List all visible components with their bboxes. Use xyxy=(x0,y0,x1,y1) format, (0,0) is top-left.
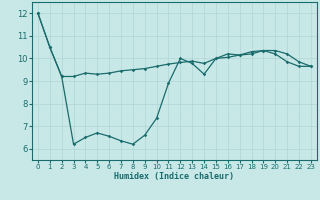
X-axis label: Humidex (Indice chaleur): Humidex (Indice chaleur) xyxy=(115,172,234,181)
